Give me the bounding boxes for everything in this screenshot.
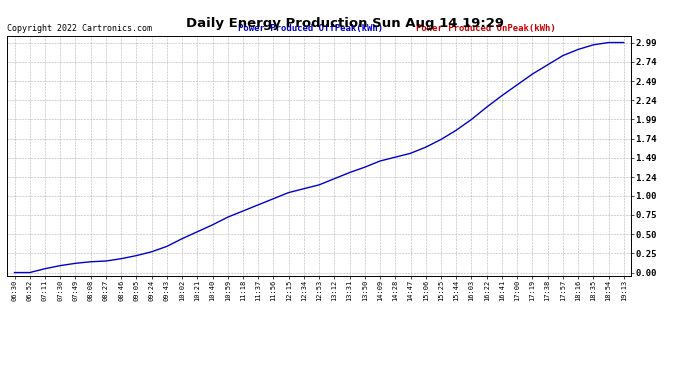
Text: Power Produced OnPeak(kWh): Power Produced OnPeak(kWh) — [416, 24, 555, 33]
Text: Power Produced OffPeak(kWh): Power Produced OffPeak(kWh) — [238, 24, 383, 33]
Text: Copyright 2022 Cartronics.com: Copyright 2022 Cartronics.com — [7, 24, 152, 33]
Text: Daily Energy Production Sun Aug 14 19:29: Daily Energy Production Sun Aug 14 19:29 — [186, 17, 504, 30]
